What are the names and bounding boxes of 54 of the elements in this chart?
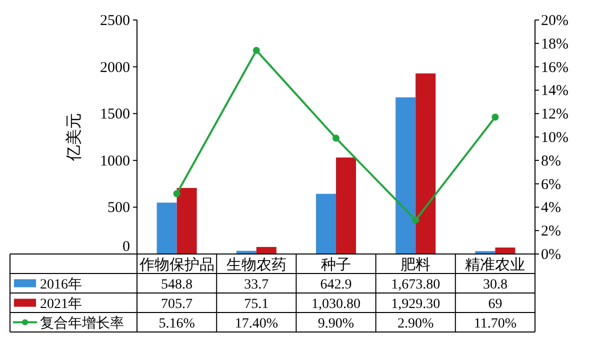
point	[173, 190, 180, 198]
data-label: 9.90%	[318, 316, 354, 332]
y2-tick-label: 12%	[541, 106, 568, 123]
y2-tick-label: 16%	[541, 60, 568, 76]
data-label: 17.40%	[234, 316, 278, 332]
bar	[396, 97, 416, 254]
data-label: 705.7	[161, 296, 193, 312]
bar	[176, 188, 197, 254]
y2-tick-label: 8%	[541, 153, 561, 170]
data-label: 33.7	[244, 277, 269, 292]
data-label: 1,030.80	[312, 296, 360, 312]
data-label: 548.8	[161, 277, 193, 292]
point	[332, 134, 340, 142]
legend-label: 2016年	[40, 276, 82, 292]
data-label: 1,929.30	[391, 296, 440, 312]
data-label: 30.8	[482, 277, 508, 292]
data-label: 2.90%	[398, 316, 434, 332]
bar	[336, 158, 356, 254]
bar	[156, 202, 177, 254]
y2-tick-label: 20%	[541, 13, 568, 29]
y-tick-label: 1000	[100, 153, 130, 170]
x-tick-label: 精准农业	[465, 256, 526, 274]
y2-tick-label: 14%	[541, 83, 568, 100]
y-tick-label: 1500	[100, 106, 130, 123]
bar	[495, 248, 516, 254]
y2-tick-label: 6%	[541, 176, 561, 193]
data-label: 75.1	[244, 296, 269, 312]
bar	[416, 73, 436, 254]
y-axis-title: 亿美元	[65, 113, 83, 162]
data-label: 69	[488, 296, 502, 312]
bar	[316, 194, 336, 254]
y-tick-label: 500	[108, 200, 130, 216]
legend-label: 2021年	[40, 296, 82, 312]
data-label: 5.16%	[158, 316, 196, 332]
data-label: 1,673.80	[391, 277, 440, 292]
y-tick-label: 2500	[100, 13, 130, 29]
point	[412, 216, 420, 224]
data-label: 642.9	[320, 277, 352, 292]
x-tick-label: 作物保护品	[138, 256, 214, 274]
data-label: 11.70%	[474, 316, 517, 332]
y2-tick-label: 10%	[541, 130, 568, 146]
bar	[256, 246, 276, 254]
y-tick-label: 0	[122, 239, 130, 255]
point	[492, 114, 499, 121]
x-tick-label: 种子	[321, 256, 351, 274]
y-tick-label: 2000	[100, 60, 130, 76]
y2-tick-label: 0%	[541, 247, 561, 263]
y2-tick-label: 2%	[541, 224, 561, 240]
legend-label: 复合年增长率	[40, 315, 124, 332]
y2-tick-label: 4%	[541, 200, 561, 216]
x-tick-label: 生物农药	[226, 256, 286, 274]
x-tick-label: 肥料	[400, 256, 431, 274]
y2-tick-label: 18%	[541, 36, 568, 52]
point	[252, 46, 260, 54]
